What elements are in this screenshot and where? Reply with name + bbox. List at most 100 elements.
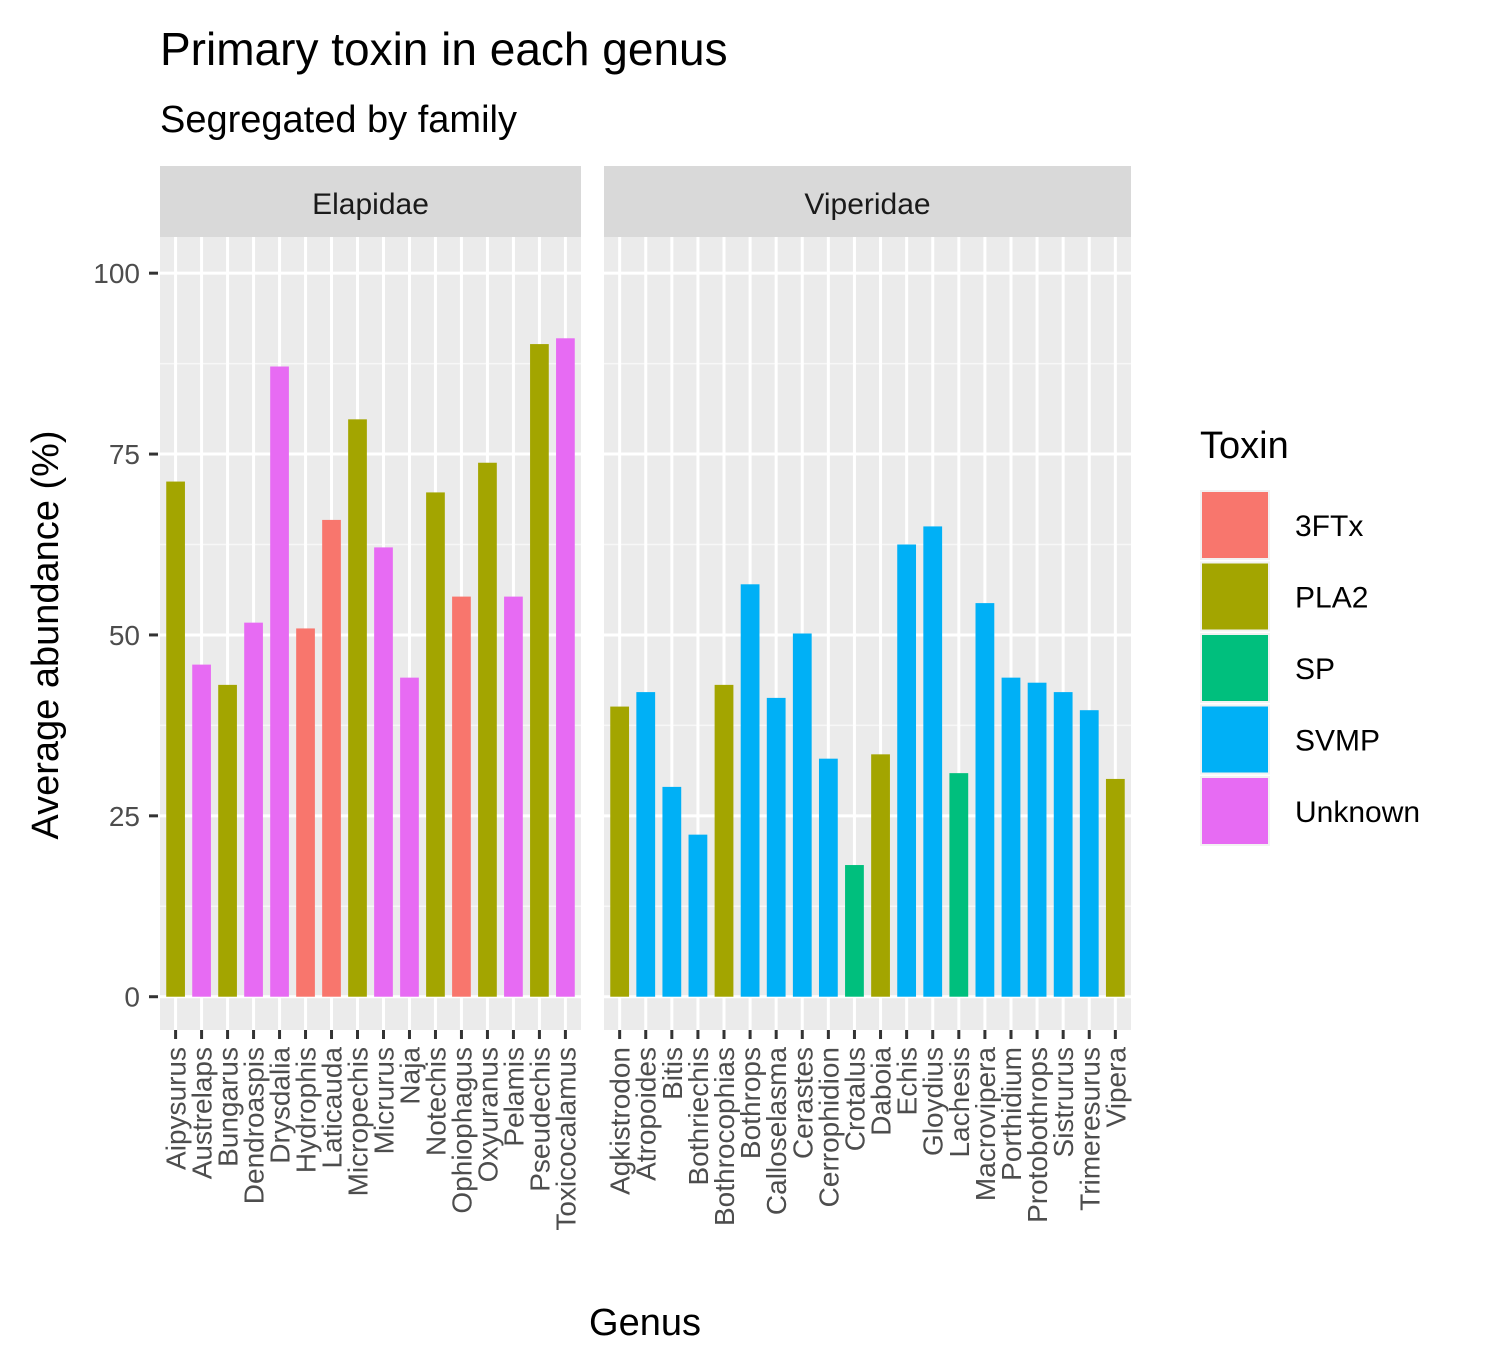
legend-label-sp: SP	[1295, 653, 1335, 686]
bar-laticauda	[322, 519, 341, 997]
bar-drysdalia	[270, 366, 289, 997]
bar-atropoides	[636, 692, 656, 997]
legend-label-3ftx: 3FTx	[1295, 510, 1363, 543]
x-tick-label: Cerastes	[787, 1047, 818, 1159]
x-tick-label: Sistrurus	[1048, 1047, 1079, 1157]
x-tick-label: Protobothrops	[1022, 1047, 1053, 1223]
panels-layer: Elapidae AipysurusAustrelapsBungarusDendr…	[160, 166, 1131, 1231]
legend-swatch-svmp	[1202, 706, 1268, 773]
bar-vipera	[1105, 778, 1125, 997]
x-tick-label: Laticauda	[317, 1047, 348, 1169]
bar-protobothrops	[1027, 682, 1047, 997]
x-tick-label: Porthidium	[996, 1047, 1027, 1181]
x-tick-label: Ophiophagus	[446, 1047, 477, 1214]
x-tick-label: Toxicocalamus	[550, 1047, 581, 1231]
bar-oxyuranus	[478, 462, 497, 997]
bar-micrurus	[374, 547, 393, 997]
bar-dendroaspis	[244, 622, 263, 997]
bar-daboia	[871, 754, 890, 997]
x-tick-label: Aipysurus	[161, 1047, 192, 1170]
x-tick-label: Macrovipera	[970, 1047, 1001, 1201]
x-tick-label: Austrelaps	[187, 1047, 218, 1179]
x-tick-label: Micropechis	[343, 1047, 374, 1196]
x-tick-label: Trimeresurus	[1074, 1047, 1105, 1211]
bar-ophiophagus	[452, 596, 471, 997]
y-tick-label: 0	[124, 982, 140, 1013]
x-tick-label: Micrurus	[368, 1047, 399, 1154]
bar-echis	[897, 544, 917, 997]
y-tick-label: 100	[93, 258, 140, 289]
bar-micropechis	[348, 419, 367, 997]
y-tick-label: 75	[109, 439, 140, 470]
x-tick-label: Daboia	[866, 1047, 897, 1136]
panel-viperidae: ViperidaeAgkistrodonAtropoidesBitisBothr…	[604, 166, 1131, 1226]
x-tick-label: Oxyuranus	[472, 1047, 503, 1182]
x-tick-label: Bothrocophias	[709, 1047, 740, 1226]
x-tick-label: Bungarus	[213, 1047, 244, 1167]
bar-notechis	[426, 492, 445, 997]
bar-calloselasma	[766, 697, 786, 997]
x-tick-label: Pelamis	[498, 1047, 529, 1147]
legend-swatch-sp	[1202, 635, 1268, 701]
bar-porthidium	[1001, 677, 1021, 997]
y-tick-label: 25	[109, 801, 140, 832]
x-tick-label: Vipera	[1100, 1047, 1131, 1128]
facet-strip	[160, 166, 581, 237]
bar-agkistrodon	[610, 706, 630, 997]
facet-label: Elapidae	[312, 188, 429, 221]
bar-cerastes	[792, 633, 812, 997]
legend-label-svmp: SVMP	[1295, 725, 1380, 758]
bar-hydrophis	[296, 628, 315, 997]
x-tick-label: Hydrophis	[291, 1047, 322, 1173]
legend-label-pla2: PLA2	[1295, 582, 1368, 615]
bar-bitis	[662, 786, 682, 997]
bar-pseudechis	[530, 344, 549, 997]
x-tick-label: Gloydius	[918, 1047, 949, 1156]
bar-bungarus	[218, 684, 237, 997]
x-tick-label: Bothriechis	[683, 1047, 714, 1186]
x-tick-label: Lachesis	[944, 1047, 975, 1158]
legend-swatch-pla2	[1202, 563, 1268, 630]
bar-aipysurus	[166, 481, 185, 997]
x-tick-label: Pseudechis	[524, 1047, 555, 1192]
bar-crotalus	[845, 865, 864, 997]
legend-swatch-unknown	[1202, 778, 1268, 844]
chart-title: Primary toxin in each genus	[160, 23, 728, 75]
bar-lachesis	[949, 773, 969, 997]
panel-elapidae: Elapidae AipysurusAustrelapsBungarusDendr…	[160, 166, 581, 1231]
x-tick-label: Atropoides	[631, 1047, 662, 1181]
facet-strip	[604, 166, 1131, 237]
bar-toxicocalamus	[556, 338, 575, 997]
bar-macrovipera	[975, 603, 995, 997]
x-tick-label: Bothrops	[735, 1047, 766, 1159]
bar-pelamis	[504, 596, 523, 997]
y-tick-label: 50	[109, 620, 140, 651]
bar-bothrocophias	[714, 684, 734, 997]
legend-title: Toxin	[1200, 425, 1289, 467]
legend-label-unknown: Unknown	[1295, 796, 1420, 829]
x-tick-label: Drysdalia	[265, 1047, 296, 1164]
bar-cerrophidion	[818, 758, 838, 997]
x-tick-label: Calloselasma	[761, 1047, 792, 1215]
bar-naja	[400, 677, 419, 997]
legend-swatch-3ftx	[1202, 492, 1268, 558]
x-tick-label: Cerrophidion	[813, 1047, 844, 1207]
x-tick-label: Echis	[892, 1047, 923, 1115]
facet-label: Viperidae	[804, 188, 930, 221]
y-axis-title: Average abundance (%)	[25, 430, 67, 839]
bar-bothriechis	[688, 834, 708, 997]
x-tick-label: Crotalus	[839, 1047, 870, 1151]
bar-bothrops	[740, 584, 760, 997]
bar-sistrurus	[1053, 692, 1073, 997]
x-tick-label: Bitis	[657, 1047, 688, 1100]
legend: Toxin 3FTx PLA2 SP SVMP Unknown	[1200, 425, 1420, 846]
bar-austrelaps	[192, 664, 211, 997]
x-tick-label: Naja	[394, 1047, 425, 1105]
x-axis-title: Genus	[589, 1302, 701, 1344]
y-axis: 0 25 50 75 100	[93, 258, 158, 1013]
x-tick-label: Agkistrodon	[605, 1047, 636, 1195]
bar-gloydius	[923, 526, 943, 997]
bar-trimeresurus	[1079, 710, 1099, 997]
chart-subtitle: Segregated by family	[160, 99, 517, 141]
